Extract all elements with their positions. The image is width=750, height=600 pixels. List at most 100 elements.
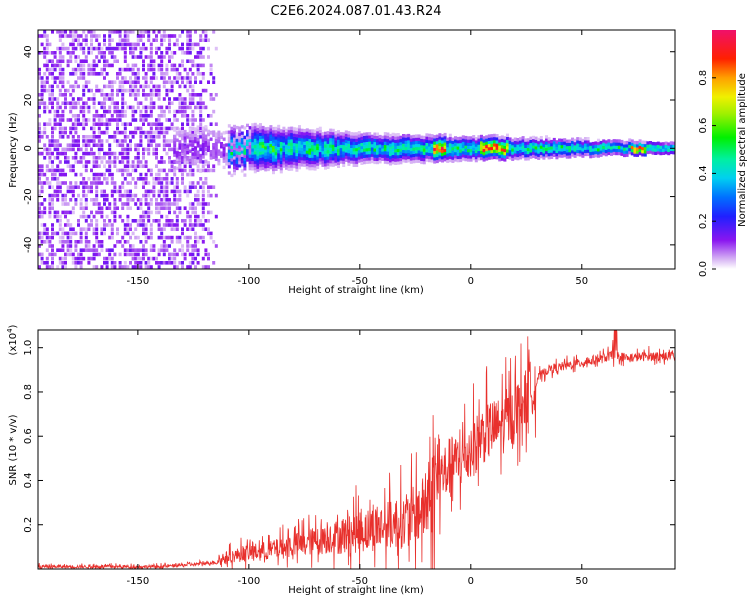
spectrogram-cell (438, 139, 442, 143)
spectrogram-cell (227, 155, 231, 159)
spectrogram-cell (287, 142, 291, 146)
spectrogram-cell (285, 144, 288, 148)
spectrogram-cell (308, 141, 312, 146)
spectrogram-cell (152, 76, 156, 80)
spectrogram-cell (519, 146, 522, 150)
spectrogram-cell (253, 166, 257, 171)
spectrogram-cell (435, 137, 439, 142)
spectrogram-cell (108, 38, 112, 42)
spectrogram-cell (142, 210, 145, 215)
spectrogram-cell (121, 193, 125, 198)
spectrogram-cell (467, 148, 470, 153)
spectrogram-cell (355, 160, 359, 164)
spectrogram-cell (188, 133, 192, 138)
spectrogram-cell (274, 126, 278, 131)
spectrogram-cell (181, 261, 184, 265)
spectrogram-cell (391, 139, 395, 143)
spectrogram-cell (420, 157, 424, 161)
spectrogram-cell (248, 157, 252, 161)
spectrogram-cell (191, 136, 195, 141)
spectrogram-cell (586, 137, 590, 141)
spectrogram-cell (118, 265, 122, 269)
spectrogram-cell (404, 153, 408, 157)
spectrogram-cell (110, 160, 114, 164)
spectrogram-cell (147, 105, 151, 110)
spectrogram-cell (84, 231, 88, 236)
spectrogram-cell (147, 189, 151, 194)
spectrogram-cell (77, 252, 80, 257)
spectrogram-cell (40, 189, 44, 194)
spectrogram-cell (264, 136, 268, 140)
spectrogram-cell (181, 155, 184, 160)
spectrogram-cell (118, 118, 122, 122)
spectrogram-cell (667, 145, 671, 149)
spectrogram-cell (209, 231, 213, 236)
spectrogram-cell (285, 131, 288, 136)
spectrogram-cell (222, 131, 226, 135)
spectrogram-cell (474, 137, 478, 141)
spectrogram-cell (199, 105, 203, 110)
spectrogram-cell (448, 140, 452, 144)
spectrogram-cell (69, 210, 73, 215)
spectrogram-cell (433, 138, 437, 142)
spectrogram-cell (477, 135, 481, 139)
spectrogram-cell (342, 163, 346, 167)
spectrogram-cell (212, 143, 216, 147)
spectrogram-cell (662, 151, 665, 155)
spectrogram-cell (142, 244, 145, 248)
spectrogram-cell (240, 131, 244, 135)
spectrogram-cell (347, 156, 351, 160)
spectrogram-cell (534, 149, 538, 153)
spectrogram-cell (287, 151, 291, 156)
spectrogram-cell (370, 153, 374, 157)
spectrogram-cell (77, 135, 80, 139)
spectrogram-cell (97, 156, 101, 160)
spectrogram-cell (477, 144, 481, 148)
spectrogram-cell (43, 210, 47, 215)
spectrogram-cell (134, 118, 138, 122)
spectrogram-cell (92, 97, 96, 101)
spectrogram-cell (407, 143, 411, 147)
spectrogram-cell (235, 138, 239, 142)
spectrogram-cell (66, 118, 70, 122)
spectrogram-cell (157, 114, 161, 118)
spectrogram-cell (225, 152, 229, 157)
spectrogram-cell (136, 223, 140, 227)
spectrogram-cell (121, 109, 125, 114)
spectrogram-cell (209, 210, 213, 215)
spectrogram-cell (188, 235, 192, 240)
spectrogram-cell (586, 152, 590, 157)
spectrogram-cell (134, 109, 138, 114)
spectrogram-cell (181, 227, 184, 231)
spectrogram-cell (430, 134, 434, 138)
spectrogram-cell (61, 80, 65, 84)
spectrogram-cell (399, 151, 403, 155)
spectrogram-cell (118, 114, 122, 118)
spectrogram-cell (201, 185, 205, 189)
spectrogram-cell (38, 214, 41, 219)
spectrogram-cell (95, 189, 99, 194)
spectrogram-cell (48, 67, 52, 72)
spectrogram-cell (56, 231, 60, 236)
spectrogram-cell (194, 118, 197, 122)
spectrogram-cell (316, 140, 320, 144)
spectrogram-cell (295, 143, 299, 147)
spectrogram-cell (175, 126, 179, 131)
spectrogram-cell (69, 240, 73, 244)
spectrogram-cell (326, 149, 330, 154)
spectrogram-cell (149, 189, 153, 194)
spectrogram-cell (415, 134, 418, 138)
spectrogram-cell (121, 46, 125, 51)
spectrogram-cell (181, 143, 184, 147)
spectrogram-cell (212, 240, 216, 244)
spectrogram-cell (350, 144, 353, 148)
spectrogram-cell (108, 42, 112, 47)
spectrogram-cell (155, 177, 158, 181)
spectrogram-cell (459, 155, 463, 159)
spectrogram-cell (186, 210, 190, 215)
spectrogram-cell (139, 256, 143, 261)
spectrogram-cell (79, 160, 83, 164)
spectrogram-cell (142, 67, 145, 72)
spectrogram-cell (95, 84, 99, 89)
spectrogram-cell (435, 147, 439, 151)
